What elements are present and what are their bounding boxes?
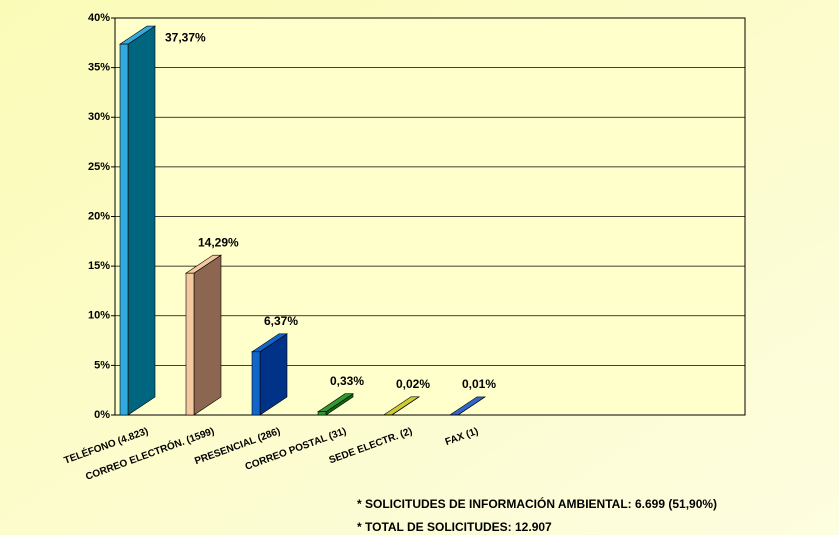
data-label: 0,01% bbox=[462, 377, 496, 391]
y-tick-label: 0% bbox=[94, 409, 110, 421]
y-tick-label: 30% bbox=[88, 111, 110, 123]
annotation: * SOLICITUDES DE INFORMACIÓN AMBIENTAL: … bbox=[357, 496, 717, 511]
y-tick-label: 35% bbox=[88, 62, 110, 74]
data-label: 6,37% bbox=[264, 314, 298, 328]
bar-side bbox=[127, 25, 156, 416]
bar bbox=[251, 351, 261, 416]
data-label: 0,02% bbox=[396, 377, 430, 391]
data-label: 37,37% bbox=[165, 30, 206, 44]
data-label: 14,29% bbox=[198, 235, 239, 249]
y-tick-label: 15% bbox=[88, 260, 110, 272]
bar bbox=[185, 272, 195, 416]
y-tick-label: 5% bbox=[94, 359, 110, 371]
y-tick-label: 25% bbox=[88, 161, 110, 173]
bar bbox=[317, 411, 327, 416]
bar-side bbox=[193, 254, 222, 416]
bar bbox=[119, 43, 129, 416]
y-tick-label: 20% bbox=[88, 210, 110, 222]
y-tick-label: 10% bbox=[88, 310, 110, 322]
annotation: * TOTAL DE SOLICITUDES: 12.907 bbox=[357, 520, 552, 534]
y-tick-label: 40% bbox=[88, 12, 110, 24]
data-label: 0,33% bbox=[330, 374, 364, 388]
